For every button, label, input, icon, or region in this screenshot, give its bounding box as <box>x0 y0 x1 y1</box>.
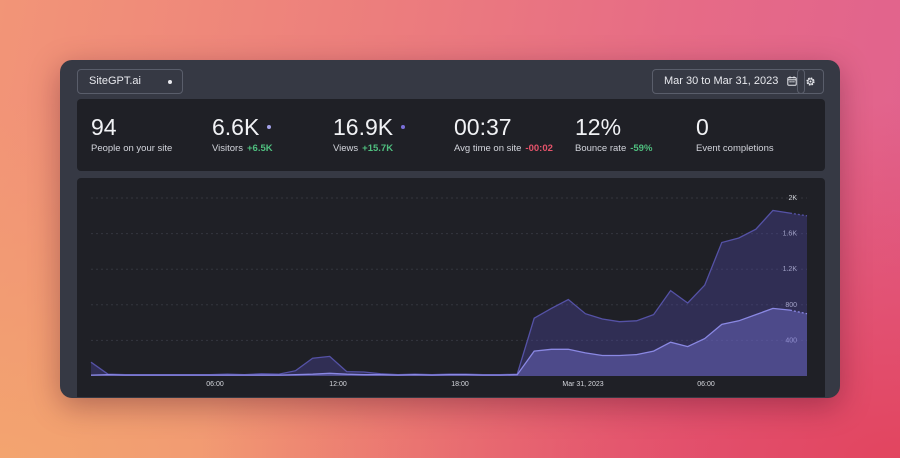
stat-avg-time[interactable]: 00:37 Avg time on site -00:02 <box>454 113 553 154</box>
series-line-visitors <box>90 307 791 376</box>
analytics-panel: SiteGPT.ai Mar 30 to Mar 31, 2023 94 Peo… <box>60 60 840 398</box>
stat-change: -00:02 <box>525 143 553 154</box>
stat-label: Avg time on site <box>454 143 522 154</box>
stat-value: 00:37 <box>454 114 512 140</box>
site-name: SiteGPT.ai <box>89 75 141 87</box>
y-tick-label: 1.2K <box>783 266 798 273</box>
stat-people-on-site[interactable]: 94 People on your site <box>91 113 172 154</box>
stat-views[interactable]: 16.9K Views +15.7K <box>333 113 406 154</box>
calendar-icon <box>787 76 797 86</box>
traffic-chart[interactable]: 2K 1.6K 1.2K 800 400 06:00 12:00 18:00 Mar 31, 2… <box>77 178 825 397</box>
date-range-picker[interactable]: Mar 30 to Mar 31, 2023 <box>652 69 805 94</box>
stat-value: 0 <box>696 114 709 140</box>
stat-label: Views <box>333 143 359 154</box>
series-line-partial-views <box>789 212 808 217</box>
x-tick-label: 18:00 <box>451 381 469 388</box>
stat-value: 12% <box>575 114 622 140</box>
views-series-dot-icon <box>401 125 406 129</box>
stat-value: 16.9K <box>333 114 394 140</box>
y-tick-label: 1.6K <box>783 231 798 238</box>
stat-value: 94 <box>91 114 117 140</box>
y-tick-label: 400 <box>785 337 797 344</box>
y-tick-label: 800 <box>785 302 797 309</box>
stat-change: -59% <box>630 143 653 154</box>
x-tick-label: 12:00 <box>329 381 347 388</box>
visitors-series-dot-icon <box>267 125 272 129</box>
stat-event-completions[interactable]: 0 Event completions <box>696 113 774 154</box>
y-tick-label: 2K <box>788 195 797 202</box>
series-area-views <box>91 210 807 376</box>
series-area-visitors <box>91 308 807 376</box>
stat-label: Bounce rate <box>575 143 627 154</box>
stats-bar: 94 People on your site 6.6K Visitors +6.5… <box>77 99 825 171</box>
stat-value: 6.6K <box>212 114 260 140</box>
x-tick-label: 06:00 <box>697 381 715 388</box>
site-selector[interactable]: SiteGPT.ai <box>77 69 183 94</box>
stat-change: +15.7K <box>362 143 394 154</box>
series-line-partial-visitors <box>789 309 808 315</box>
dot-icon <box>168 80 172 84</box>
stat-visitors[interactable]: 6.6K Visitors +6.5K <box>212 113 273 154</box>
x-tick-label: 06:00 <box>206 381 224 388</box>
date-range-label: Mar 30 to Mar 31, 2023 <box>664 75 779 87</box>
gear-icon <box>806 77 815 86</box>
stat-label: People on your site <box>91 143 173 154</box>
stat-change: +6.5K <box>246 143 273 154</box>
stat-label: Visitors <box>212 143 243 154</box>
settings-button[interactable] <box>797 69 824 94</box>
stat-bounce-rate[interactable]: 12% Bounce rate -59% <box>575 113 652 154</box>
traffic-chart-svg: 2K 1.6K 1.2K 800 400 06:00 12:00 18:00 Mar 31, 2… <box>90 195 808 388</box>
stat-label: Event completions <box>696 143 774 154</box>
x-tick-label: Mar 31, 2023 <box>562 381 603 388</box>
